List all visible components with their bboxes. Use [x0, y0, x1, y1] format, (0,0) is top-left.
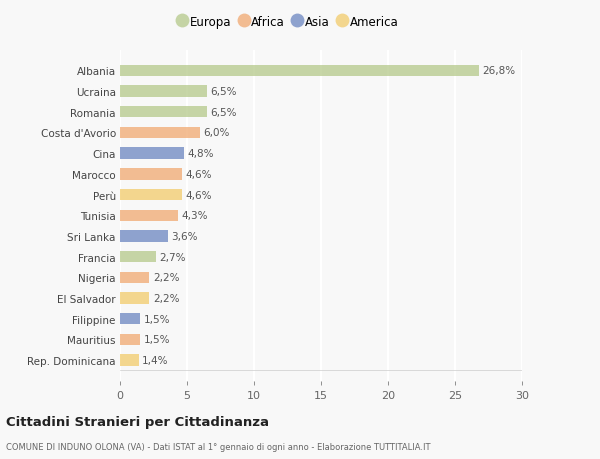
Bar — [120, 355, 139, 366]
Bar — [120, 334, 140, 345]
Bar — [120, 293, 149, 304]
Text: 2,2%: 2,2% — [153, 273, 179, 283]
Text: COMUNE DI INDUNO OLONA (VA) - Dati ISTAT al 1° gennaio di ogni anno - Elaborazio: COMUNE DI INDUNO OLONA (VA) - Dati ISTAT… — [6, 442, 431, 451]
Text: 6,5%: 6,5% — [211, 107, 237, 118]
Bar — [120, 210, 178, 221]
Text: Cittadini Stranieri per Cittadinanza: Cittadini Stranieri per Cittadinanza — [6, 415, 269, 428]
Bar — [120, 107, 207, 118]
Bar — [120, 169, 182, 180]
Bar — [120, 272, 149, 283]
Text: 6,0%: 6,0% — [204, 128, 230, 138]
Text: 1,4%: 1,4% — [142, 355, 169, 365]
Bar — [120, 313, 140, 325]
Text: 4,6%: 4,6% — [185, 169, 211, 179]
Bar — [120, 231, 168, 242]
Text: 4,3%: 4,3% — [181, 211, 208, 221]
Text: 1,5%: 1,5% — [143, 314, 170, 324]
Text: 2,2%: 2,2% — [153, 293, 179, 303]
Bar — [120, 148, 184, 159]
Bar — [120, 86, 207, 97]
Legend: Europa, Africa, Asia, America: Europa, Africa, Asia, America — [176, 13, 401, 31]
Bar — [120, 190, 182, 201]
Text: 2,7%: 2,7% — [160, 252, 186, 262]
Text: 3,6%: 3,6% — [172, 231, 198, 241]
Text: 6,5%: 6,5% — [211, 87, 237, 97]
Text: 1,5%: 1,5% — [143, 335, 170, 345]
Bar — [120, 66, 479, 77]
Bar — [120, 252, 156, 263]
Text: 26,8%: 26,8% — [482, 66, 515, 76]
Text: 4,8%: 4,8% — [188, 149, 214, 159]
Text: 4,6%: 4,6% — [185, 190, 211, 200]
Bar — [120, 128, 200, 139]
